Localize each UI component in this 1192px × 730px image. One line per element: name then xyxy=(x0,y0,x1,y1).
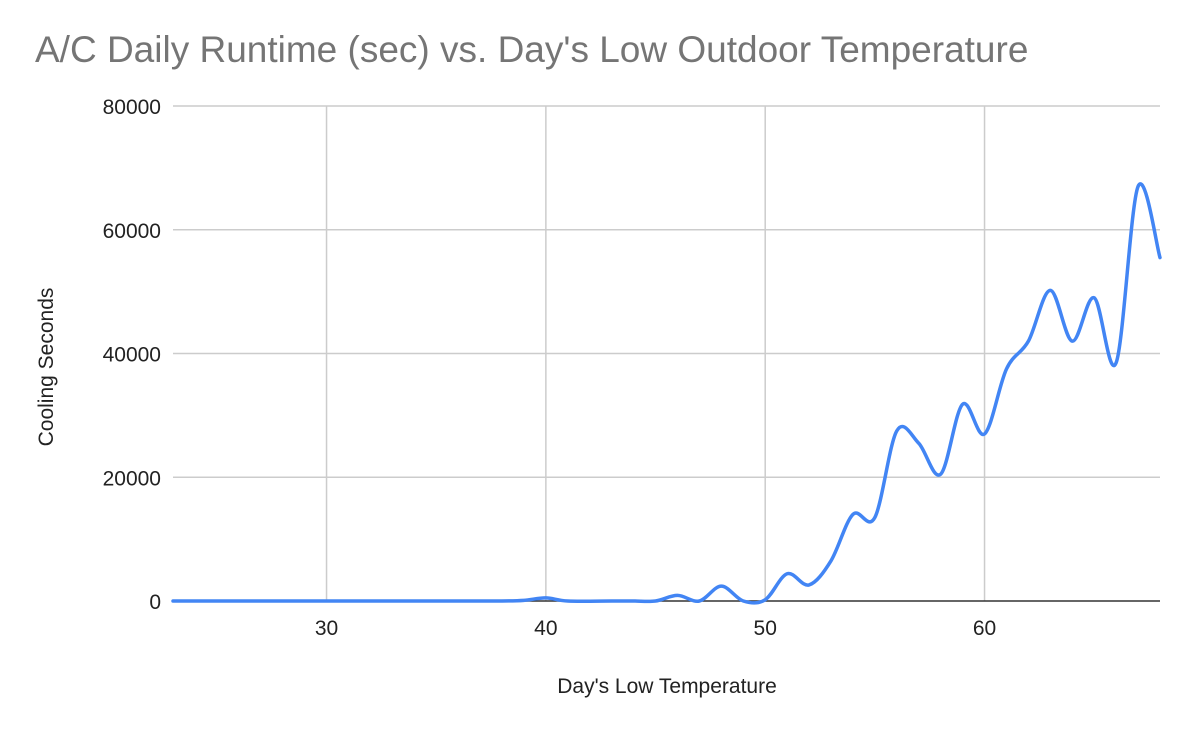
y-tick-label: 20000 xyxy=(103,467,161,490)
x-tick-label: 60 xyxy=(973,617,996,640)
series-line-0 xyxy=(171,182,1162,605)
grid xyxy=(173,105,1160,602)
y-tick-label: 40000 xyxy=(103,344,161,367)
y-tick-label: 0 xyxy=(149,591,161,614)
series-layer xyxy=(171,182,1162,605)
tick-labels: 0 20000 40000 60000 80000 30 40 50 60 xyxy=(103,96,997,640)
x-tick-label: 40 xyxy=(534,617,557,640)
x-tick-label: 50 xyxy=(754,617,777,640)
x-axis-title: Day's Low Temperature xyxy=(557,675,777,698)
chart-title: A/C Daily Runtime (sec) vs. Day's Low Ou… xyxy=(35,29,1028,70)
y-tick-label: 80000 xyxy=(103,96,161,119)
y-tick-label: 60000 xyxy=(103,220,161,243)
x-tick-label: 30 xyxy=(315,617,338,640)
y-axis-title: Cooling Seconds xyxy=(35,288,58,447)
